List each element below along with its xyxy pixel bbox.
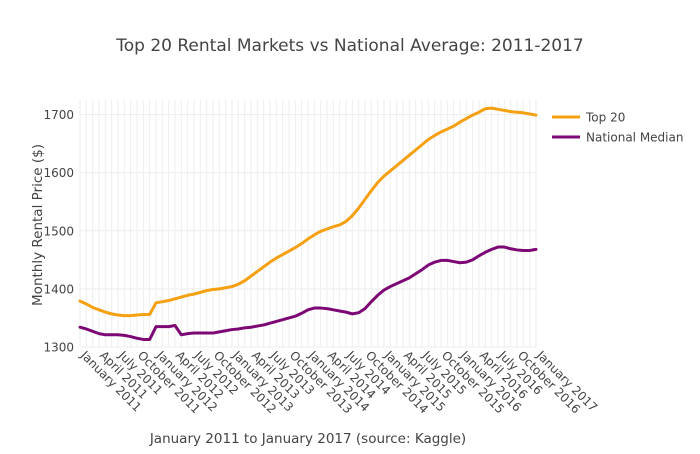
y-gridlines (80, 114, 536, 348)
y-tick-label: 1400 (43, 282, 74, 296)
series-line-top-20[interactable] (78, 106, 538, 318)
x-axis-label: January 2011 to January 2017 (source: Ka… (149, 431, 466, 447)
x-gridlines (79, 100, 537, 347)
y-axis-label: Monthly Rental Price ($) (30, 144, 46, 306)
legend-label: Top 20 (585, 111, 625, 125)
y-tick-label: 1600 (43, 166, 74, 180)
y-tick-label: 1500 (43, 224, 74, 238)
y-tick-label: 1700 (43, 108, 74, 122)
y-tick-labels: 1300 1400 1500 1600 1700 (43, 108, 74, 354)
chart-title: Top 20 Rental Markets vs National Averag… (115, 36, 583, 56)
series-line-national-median[interactable] (78, 245, 538, 341)
y-tick-label: 1300 (43, 341, 74, 355)
legend-label: National Median (586, 131, 683, 145)
series-layer (78, 106, 538, 341)
legend: Top 20 National Median (552, 111, 683, 145)
